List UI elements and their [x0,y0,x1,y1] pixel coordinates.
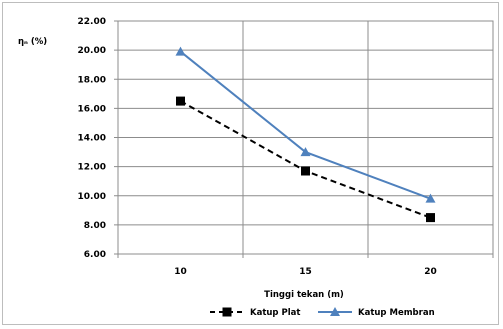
y-tick-label: 16.00 [78,104,106,114]
y-tick-label: 10.00 [78,192,106,202]
y-tick-label: 14.00 [78,134,106,144]
y-tick-label: 20.00 [78,46,106,56]
series-line [179,50,431,200]
y-tick-labels: 22.00 20.00 18.00 16.00 14.00 12.00 10.00 8.00 6… [78,17,106,260]
data-point [176,96,185,106]
data-point [425,193,436,203]
grid [114,20,494,258]
legend-label: Katup Membran [358,308,435,318]
legend-label: Katup Plat [250,308,300,318]
x-tick-label: 10 [174,267,187,277]
series-line [180,100,431,219]
y-tick-label: 18.00 [78,75,106,85]
x-tick-label: 15 [299,267,312,277]
y-tick-label: 22.00 [78,17,106,27]
y-tick-label: 8.00 [84,221,106,231]
data-point [175,46,186,56]
y-tick-label: 6.00 [84,250,106,260]
legend-marker [222,307,232,317]
x-tick-labels: 10 15 20 [174,267,437,277]
legend: Katup Plat Katup Membran [210,307,435,318]
legend-item: Katup Plat [210,307,300,318]
series-group [175,46,436,223]
legend-item: Katup Membran [318,307,435,318]
data-point [301,166,310,176]
series-katup-plat [176,96,435,223]
x-tick-label: 20 [424,267,437,277]
legend-marker [330,307,340,316]
series-katup-membran [175,46,436,203]
y-axis-label: ηₙ (%) [18,37,47,47]
data-point [426,213,435,223]
y-tick-label: 12.00 [78,163,106,173]
data-point [300,147,311,157]
chart-frame [2,2,499,325]
x-axis-label: Tinggi tekan (m) [264,290,344,300]
